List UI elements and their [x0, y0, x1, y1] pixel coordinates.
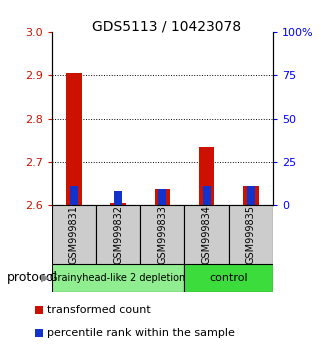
Bar [52, 205, 96, 264]
Text: GSM999831: GSM999831 [69, 205, 79, 264]
Text: GSM999832: GSM999832 [113, 205, 123, 264]
Bar [199, 147, 214, 205]
Bar [140, 205, 184, 264]
Text: control: control [209, 273, 248, 283]
Bar [114, 190, 122, 205]
Bar [243, 186, 259, 205]
Bar [110, 203, 126, 205]
Bar [184, 205, 229, 264]
Text: protocol: protocol [7, 272, 58, 284]
Bar [203, 186, 210, 205]
Bar [96, 205, 140, 264]
Text: ▶: ▶ [41, 273, 49, 283]
Text: GDS5113 / 10423078: GDS5113 / 10423078 [92, 19, 241, 34]
Bar [52, 264, 184, 292]
Bar [155, 189, 170, 205]
Text: GSM999833: GSM999833 [157, 205, 167, 264]
Text: GSM999835: GSM999835 [246, 205, 256, 264]
Text: Grainyhead-like 2 depletion: Grainyhead-like 2 depletion [50, 273, 186, 283]
Bar [159, 189, 166, 205]
Text: percentile rank within the sample: percentile rank within the sample [47, 328, 234, 338]
Text: transformed count: transformed count [47, 305, 151, 315]
Bar [70, 186, 78, 205]
Bar [247, 186, 255, 205]
Bar [229, 205, 273, 264]
Bar [184, 264, 273, 292]
Text: GSM999834: GSM999834 [201, 205, 212, 264]
Bar [66, 73, 82, 205]
